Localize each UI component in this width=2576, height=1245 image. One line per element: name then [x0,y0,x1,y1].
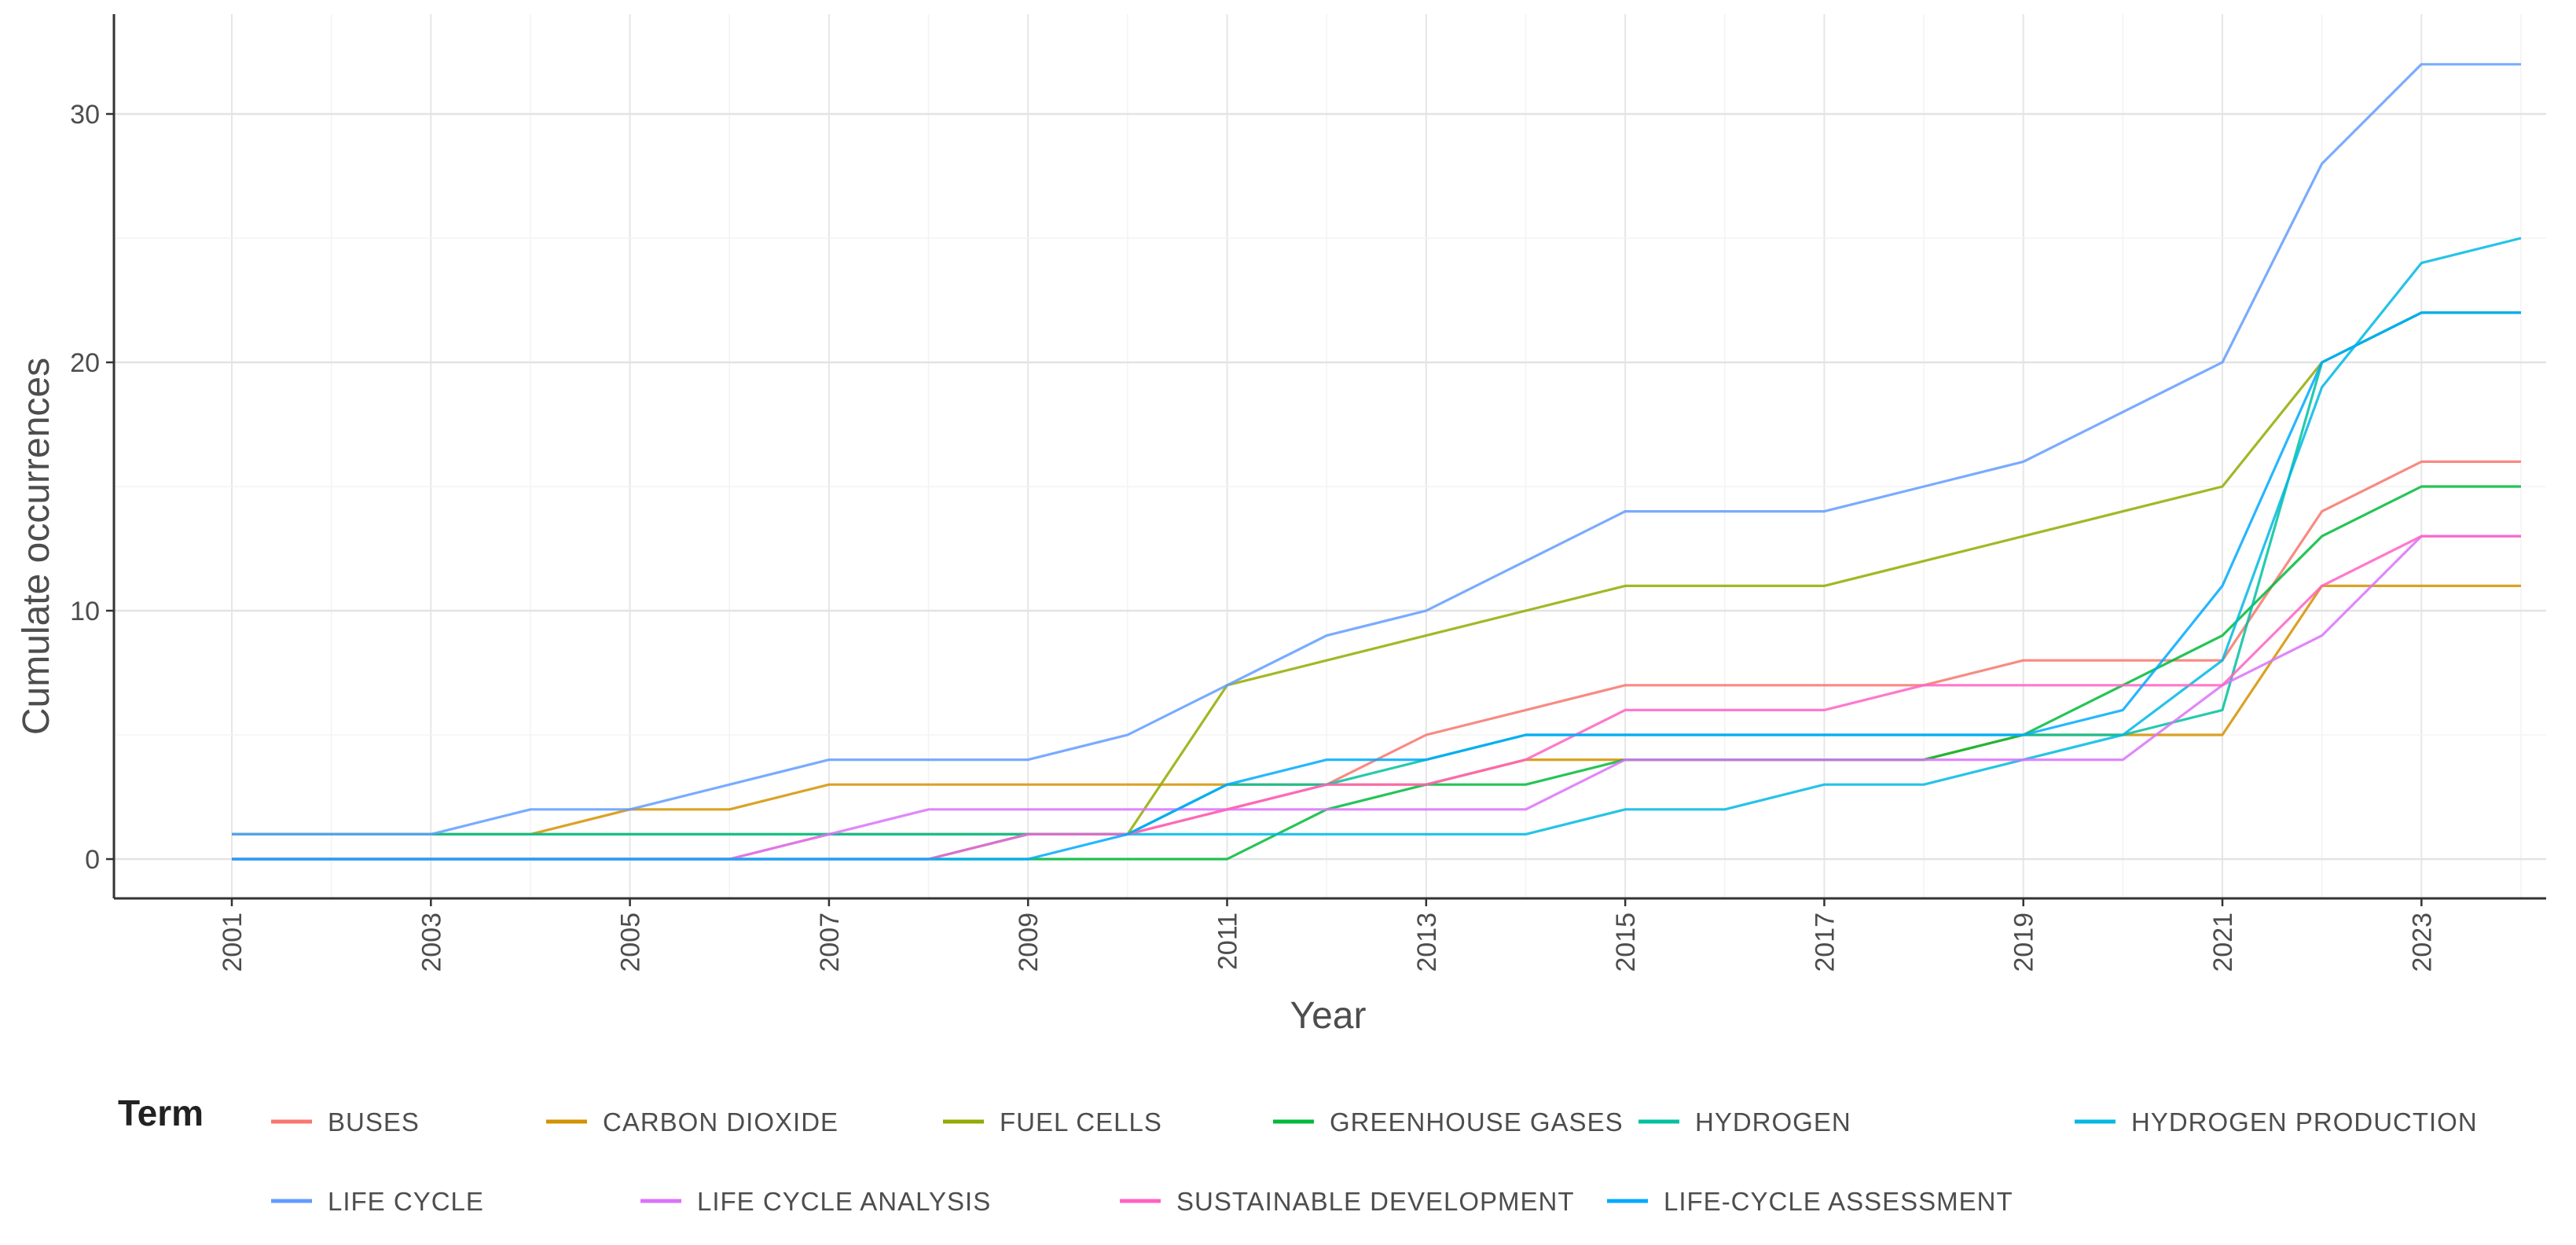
legend: Term BUSES CARBON DIOXIDE FUEL CELLS GREENH… [118,1093,2478,1216]
x-tick-label: 2021 [2208,913,2238,972]
legend-label: CARBON DIOXIDE [603,1107,838,1137]
axes: 0 10 20 30 2001 2003 2005 2007 2009 2011 2013 2015 2… [70,14,2546,972]
legend-label: LIFE CYCLE [328,1187,484,1216]
legend-label: GREENHOUSE GASES [1330,1107,1624,1137]
legend-label: LIFE-CYCLE ASSESSMENT [1664,1187,2013,1216]
legend-label: HYDROGEN [1695,1107,1851,1137]
series-line-hydrogen [232,311,2521,836]
x-tick-label: 2023 [2407,913,2437,972]
x-tick-label: 2003 [416,913,446,972]
series-line-hydrogen-production [232,237,2522,861]
legend-label: SUSTAINABLE DEVELOPMENT [1176,1187,1575,1216]
x-tick-label: 2013 [1412,913,1442,972]
gridlines [114,14,2546,898]
series-line-buses [232,460,2521,861]
x-tick-label: 2001 [218,913,248,972]
y-tick-label: 20 [70,348,100,378]
x-tick-label: 2005 [616,913,646,972]
x-axis-title: Year [1290,995,1367,1037]
y-tick-label: 0 [85,845,100,875]
x-tick-label: 2011 [1213,913,1243,970]
legend-title: Term [118,1093,204,1133]
series-lines [232,63,2522,861]
series-line-fuel-cells [232,311,2521,836]
legend-label: BUSES [328,1107,420,1137]
series-line-life-cycle-assessment [232,311,2521,861]
x-tick-label: 2019 [2009,913,2039,972]
x-tick-label: 2009 [1014,913,1044,972]
series-line-greenhouse-gases [232,485,2521,861]
y-tick-label: 30 [70,100,100,130]
legend-label: LIFE CYCLE ANALYSIS [697,1187,991,1216]
legend-label: HYDROGEN PRODUCTION [2131,1107,2478,1137]
x-tick-label: 2015 [1611,913,1641,972]
series-line-life-cycle [232,63,2521,836]
legend-label: FUEL CELLS [1000,1107,1162,1137]
x-tick-label: 2007 [815,913,845,972]
y-tick-label: 10 [70,597,100,626]
y-axis-title: Cumulate occurrences [16,358,57,735]
x-tick-label: 2017 [1810,913,1840,972]
